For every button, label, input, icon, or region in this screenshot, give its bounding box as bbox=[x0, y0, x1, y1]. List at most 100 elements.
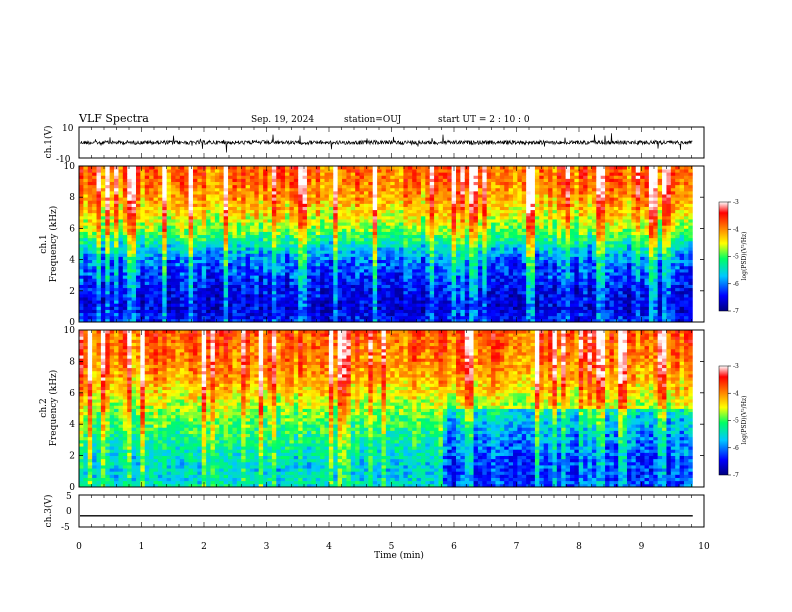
spectrogram-cell bbox=[320, 228, 325, 232]
spectrogram-cell bbox=[298, 234, 303, 239]
spectrogram-cell bbox=[179, 253, 185, 257]
spectrogram-cell bbox=[311, 265, 317, 270]
spectrogram-cell bbox=[157, 268, 163, 273]
spectrogram-cell bbox=[460, 318, 466, 323]
spectrogram-cell bbox=[381, 215, 387, 220]
spectrogram-cell bbox=[79, 312, 84, 317]
spectrogram-cell bbox=[346, 278, 352, 282]
spectrogram-cell bbox=[96, 231, 102, 236]
spectrogram-cell bbox=[355, 284, 360, 289]
spectrogram-cell bbox=[280, 200, 286, 204]
spectrogram-cell bbox=[385, 290, 391, 295]
spectrogram-cell bbox=[254, 225, 260, 229]
spectrogram-cell bbox=[464, 190, 470, 195]
spectrogram-cell bbox=[83, 190, 89, 195]
spectrogram-cell bbox=[267, 212, 273, 217]
spectrogram-cell bbox=[228, 212, 233, 217]
spectrogram-cell bbox=[342, 300, 347, 304]
spectrogram-cell bbox=[464, 215, 470, 220]
spectrogram-cell bbox=[513, 306, 518, 310]
spectrogram-cell bbox=[385, 228, 391, 232]
spectrogram-cell bbox=[438, 281, 444, 285]
spectrogram-cell bbox=[311, 315, 317, 320]
spectrogram-cell bbox=[206, 200, 211, 204]
spectrogram-cell bbox=[368, 272, 374, 276]
spectrogram-cell bbox=[223, 209, 229, 214]
spectrogram-cell bbox=[201, 194, 207, 198]
spectrogram-cell bbox=[434, 231, 439, 236]
spectrogram-cell bbox=[127, 318, 132, 323]
spectrogram-cell bbox=[407, 194, 413, 198]
spectrogram-cell bbox=[245, 268, 251, 273]
spectrogram-cell bbox=[508, 231, 514, 236]
spectrogram-cell bbox=[434, 234, 439, 239]
spectrogram-cell bbox=[232, 178, 238, 182]
spectrogram-cell bbox=[429, 181, 435, 186]
spectrogram-cell bbox=[390, 178, 396, 182]
spectrogram-cell bbox=[302, 253, 308, 257]
spectrogram-cell bbox=[390, 300, 396, 304]
spectrogram-cell bbox=[236, 219, 242, 223]
spectrogram-cell bbox=[482, 212, 488, 217]
spectrogram-cell bbox=[306, 212, 312, 217]
spectrogram-cell bbox=[228, 169, 233, 173]
spectrogram-cell bbox=[219, 175, 225, 179]
spectrogram-cell bbox=[122, 275, 128, 279]
spectrogram-cell bbox=[311, 309, 317, 314]
spectrogram-cell bbox=[171, 290, 176, 295]
spectrogram-cell bbox=[456, 278, 461, 282]
spectrogram-cell bbox=[324, 262, 330, 267]
spectrogram-cell bbox=[508, 272, 514, 276]
spectrogram-cell bbox=[263, 281, 268, 285]
spectrogram-cell bbox=[350, 262, 356, 267]
spectrogram-cell bbox=[359, 303, 365, 307]
spectrogram-cell bbox=[157, 318, 163, 323]
spectrogram-cell bbox=[311, 278, 317, 282]
spectrogram-cell bbox=[508, 209, 514, 214]
spectrogram-cell bbox=[171, 247, 176, 251]
spectrogram-cell bbox=[350, 197, 356, 201]
spectrogram-cell bbox=[372, 169, 378, 173]
spectrogram-cell bbox=[416, 215, 422, 220]
spectrogram-cell bbox=[306, 284, 312, 289]
spectrogram-cell bbox=[131, 181, 137, 186]
spectrogram-cell bbox=[219, 278, 225, 282]
spectrogram-cell bbox=[263, 303, 268, 307]
spectrogram-cell bbox=[179, 256, 185, 260]
spectrogram-cell bbox=[228, 309, 233, 314]
spectrogram-cell bbox=[214, 315, 220, 320]
spectrogram-cell bbox=[267, 287, 273, 292]
spectrogram-cell bbox=[298, 275, 303, 279]
spectrogram-cell bbox=[118, 231, 124, 236]
spectrogram-cell bbox=[513, 244, 518, 248]
spectrogram-cell bbox=[162, 253, 168, 257]
spectrogram-cell bbox=[223, 259, 229, 264]
spectrogram-cell bbox=[175, 228, 181, 232]
spectrogram-cell bbox=[241, 287, 246, 292]
spectrogram-cell bbox=[311, 290, 317, 295]
spectrogram-cell bbox=[271, 203, 277, 207]
spectrogram-cell bbox=[508, 200, 514, 204]
spectrogram-cell bbox=[109, 247, 115, 251]
spectrogram-cell bbox=[513, 275, 518, 279]
spectrogram-cell bbox=[306, 197, 312, 201]
spectrogram-cell bbox=[144, 278, 150, 282]
spectrogram-cell bbox=[157, 178, 163, 182]
spectrogram-cell bbox=[153, 172, 159, 176]
spectrogram-cell bbox=[92, 231, 97, 236]
spectrogram-cell bbox=[100, 303, 106, 307]
spectrogram-cell bbox=[131, 262, 137, 267]
spectrogram-cell bbox=[149, 268, 154, 273]
spectrogram-cell bbox=[456, 253, 461, 257]
spectrogram-cell bbox=[271, 303, 277, 307]
spectrogram-cell bbox=[105, 265, 111, 270]
spectrogram-cell bbox=[285, 309, 290, 314]
spectrogram-cell bbox=[355, 172, 360, 176]
spectrogram-cell bbox=[258, 181, 264, 186]
spectrogram-cell bbox=[416, 262, 422, 267]
spectrogram-cell bbox=[499, 240, 505, 245]
spectrogram-cell bbox=[223, 234, 229, 239]
spectrogram-cell bbox=[131, 200, 137, 204]
spectrogram-cell bbox=[513, 293, 518, 298]
